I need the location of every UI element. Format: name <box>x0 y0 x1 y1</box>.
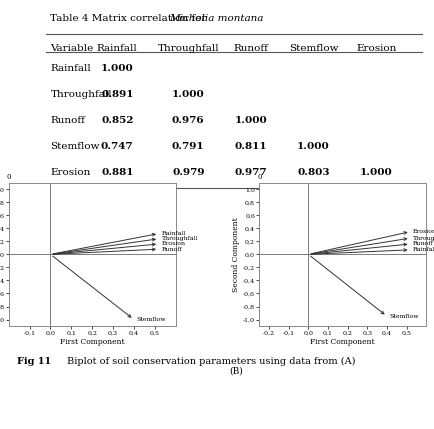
Text: Erosion: Erosion <box>412 229 434 234</box>
Text: Erosion: Erosion <box>161 242 185 246</box>
Text: Rainfall: Rainfall <box>412 247 434 252</box>
Text: Stemflow: Stemflow <box>388 314 418 319</box>
Text: 0.747: 0.747 <box>101 142 133 151</box>
Text: Stemflow: Stemflow <box>50 142 100 151</box>
Text: 0.791: 0.791 <box>171 142 204 151</box>
Text: Rainfall: Rainfall <box>50 64 91 73</box>
Text: Throughfall: Throughfall <box>412 236 434 241</box>
Text: Rainfall: Rainfall <box>161 231 185 236</box>
Text: 1.000: 1.000 <box>234 116 266 125</box>
Text: Runoff: Runoff <box>50 116 85 125</box>
Text: Throughfall: Throughfall <box>50 90 112 99</box>
Text: Stemflow: Stemflow <box>136 317 166 322</box>
X-axis label: First Component: First Component <box>60 338 124 346</box>
Text: Runoff: Runoff <box>233 44 268 53</box>
Text: Throughfall: Throughfall <box>157 44 219 53</box>
Text: 0.979: 0.979 <box>171 168 204 177</box>
Text: Throughfall: Throughfall <box>161 236 198 241</box>
Text: 1.000: 1.000 <box>171 90 204 99</box>
Text: 0: 0 <box>256 173 261 181</box>
Text: 0.976: 0.976 <box>171 116 204 125</box>
Text: 0: 0 <box>7 173 11 181</box>
Text: 0.891: 0.891 <box>101 90 133 99</box>
Text: 1.000: 1.000 <box>101 64 133 73</box>
Text: Runoff: Runoff <box>161 247 182 252</box>
Text: Table 4 Matrix correlation for: Table 4 Matrix correlation for <box>50 14 210 23</box>
Text: 0.977: 0.977 <box>234 168 266 177</box>
Text: 0.881: 0.881 <box>101 168 133 177</box>
Text: Rainfall: Rainfall <box>97 44 137 53</box>
X-axis label: First Component: First Component <box>310 338 374 346</box>
Text: Variable: Variable <box>50 44 93 53</box>
Text: Biplot of soil conservation parameters using data from (A): Biplot of soil conservation parameters u… <box>67 357 355 366</box>
Y-axis label: Second Component: Second Component <box>231 217 240 292</box>
Text: 0.852: 0.852 <box>101 116 133 125</box>
Text: 1.000: 1.000 <box>296 142 329 151</box>
Text: Fig 11: Fig 11 <box>17 357 51 366</box>
Text: 0.811: 0.811 <box>234 142 266 151</box>
Text: Stemflow: Stemflow <box>288 44 338 53</box>
Text: 1.000: 1.000 <box>359 168 391 177</box>
Text: Runoff: Runoff <box>412 242 433 246</box>
Text: 0.803: 0.803 <box>296 168 329 177</box>
Text: Erosion: Erosion <box>50 168 91 177</box>
Text: Erosion: Erosion <box>355 44 395 53</box>
Text: (B): (B) <box>229 366 242 375</box>
Text: Michelia montana: Michelia montana <box>169 14 263 23</box>
